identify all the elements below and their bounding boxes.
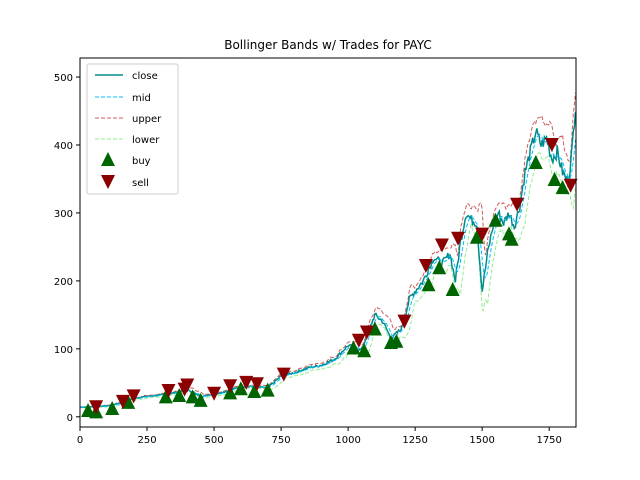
buy-marker-26 bbox=[555, 180, 570, 195]
y-tick-label-400: 400 bbox=[54, 141, 73, 152]
sell-marker-16 bbox=[451, 231, 466, 246]
buy-marker-14 bbox=[367, 321, 382, 336]
x-tick-label-1250: 1250 bbox=[402, 435, 427, 446]
markers-layer bbox=[81, 137, 578, 419]
sell-marker-3 bbox=[161, 383, 176, 398]
y-tick-label-0: 0 bbox=[67, 413, 73, 424]
buy-marker-2 bbox=[105, 400, 120, 415]
sell-marker-18 bbox=[510, 197, 525, 212]
y-tick-label-100: 100 bbox=[54, 345, 73, 356]
y-tick-label-200: 200 bbox=[54, 277, 73, 288]
buy-marker-6 bbox=[185, 389, 200, 404]
y-axis: 0 100 200 300 400 500 bbox=[54, 73, 80, 424]
buy-marker-19 bbox=[445, 282, 460, 297]
x-tick-label-1500: 1500 bbox=[469, 435, 494, 446]
x-tick-label-500: 500 bbox=[205, 435, 224, 446]
sell-marker-10 bbox=[276, 367, 291, 382]
y-tick-label-300: 300 bbox=[54, 209, 73, 220]
sell-marker-7 bbox=[223, 379, 238, 394]
y-tick-label-500: 500 bbox=[54, 73, 73, 84]
buy-marker-25 bbox=[547, 171, 562, 186]
x-tick-label-1750: 1750 bbox=[536, 435, 561, 446]
sell-marker-14 bbox=[418, 258, 433, 273]
sell-marker-6 bbox=[207, 386, 222, 401]
x-tick-label-250: 250 bbox=[137, 435, 156, 446]
buy-marker-3 bbox=[121, 394, 136, 409]
buy-marker-10 bbox=[247, 383, 262, 398]
x-tick-label-750: 750 bbox=[272, 435, 291, 446]
x-tick-label-1000: 1000 bbox=[335, 435, 360, 446]
x-axis: 0 250 500 750 1000 1250 1500 1750 bbox=[77, 427, 562, 446]
buy-marker-7 bbox=[193, 392, 208, 407]
legend-label-upper: upper bbox=[132, 114, 162, 125]
buy-marker-11 bbox=[260, 382, 275, 397]
sell-marker-12 bbox=[359, 325, 374, 340]
buy-marker-9 bbox=[233, 381, 248, 396]
sell-marker-11 bbox=[351, 333, 366, 348]
legend: close mid upper lower buy sell bbox=[86, 63, 179, 195]
chart-title: Bollinger Bands w/ Trades for PAYC bbox=[224, 38, 432, 52]
buy-marker-13 bbox=[357, 343, 372, 358]
x-tick-label-0: 0 bbox=[77, 435, 83, 446]
sell-marker-17 bbox=[475, 227, 490, 242]
legend-label-lower: lower bbox=[132, 135, 160, 146]
sell-marker-9 bbox=[249, 377, 264, 392]
legend-label-mid: mid bbox=[132, 93, 151, 104]
sell-marker-2 bbox=[126, 389, 141, 404]
plot-frame bbox=[79, 57, 577, 428]
buy-marker-23 bbox=[504, 231, 519, 246]
buy-marker-5 bbox=[172, 388, 187, 403]
legend-swatch-sell bbox=[101, 175, 115, 189]
legend-box bbox=[86, 63, 179, 195]
buy-marker-21 bbox=[488, 212, 503, 227]
legend-swatch-buy bbox=[101, 152, 115, 166]
buy-marker-4 bbox=[158, 389, 173, 404]
sell-marker-1 bbox=[115, 394, 130, 409]
sell-marker-0 bbox=[89, 400, 104, 415]
buy-marker-24 bbox=[528, 154, 543, 169]
legend-label-close: close bbox=[132, 71, 158, 82]
sell-marker-20 bbox=[563, 178, 578, 193]
sell-marker-13 bbox=[397, 314, 412, 329]
legend-label-buy: buy bbox=[132, 156, 151, 167]
buy-marker-18 bbox=[432, 260, 447, 275]
series-line-mid bbox=[80, 134, 576, 408]
buy-marker-12 bbox=[346, 340, 361, 355]
sell-marker-19 bbox=[544, 137, 559, 152]
buy-marker-16 bbox=[389, 333, 404, 348]
sell-marker-8 bbox=[239, 375, 254, 390]
sell-marker-15 bbox=[434, 238, 449, 253]
series-line-upper bbox=[79, 92, 576, 408]
buy-marker-17 bbox=[421, 277, 436, 292]
legend-label-sell: sell bbox=[132, 178, 149, 189]
buy-marker-20 bbox=[469, 229, 484, 244]
sell-marker-5 bbox=[180, 378, 195, 393]
